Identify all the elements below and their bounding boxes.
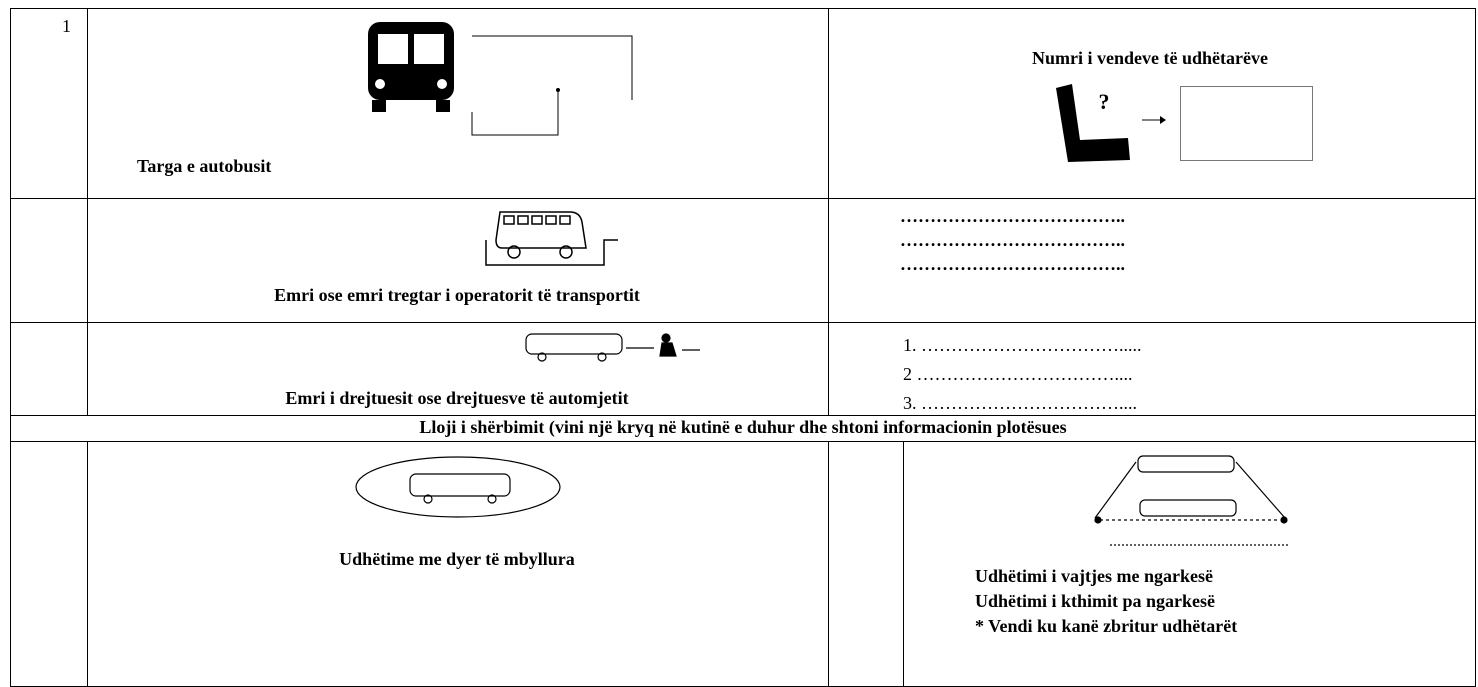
field-label: * Vendi ku kanë zbritur udhëtarët <box>975 616 1237 636</box>
dotted-line: ……………………………….. <box>900 254 1125 274</box>
field-label: Emri ose emri tregtar i operatorit të tr… <box>274 285 640 305</box>
row-number: 1 <box>62 16 71 36</box>
dotted-line: ……………………………….. <box>900 206 1125 226</box>
bus-driver-icon <box>525 333 700 362</box>
field-label: Emri i drejtuesit ose drejtuesve të auto… <box>285 388 628 408</box>
dotted-line: 2 …………………………….... <box>903 364 1133 384</box>
closed-door-icon <box>355 456 561 518</box>
round-trip-icon <box>1094 455 1290 546</box>
field-label: Udhëtimi i vajtjes me ngarkesë <box>975 566 1213 586</box>
seat-icon <box>1056 84 1313 162</box>
icon-text: ? <box>1099 89 1110 114</box>
field-label: Udhëtimi i kthimit pa ngarkesë <box>975 591 1215 611</box>
field-label: Targa e autobusit <box>137 156 271 176</box>
dotted-line: ……………………………….. <box>900 230 1125 250</box>
section-header: Lloji i shërbimit (vini një kryq në kuti… <box>419 417 1066 438</box>
field-label: Udhëtime me dyer të mbyllura <box>339 549 575 569</box>
dotted-line: 3. …………………………….... <box>903 393 1137 413</box>
table-borders <box>10 8 1476 687</box>
bus-front-icon <box>368 22 633 136</box>
dotted-line: 1. ……………………………..... <box>903 335 1142 355</box>
field-label: Numri i vendeve të udhëtarëve <box>1032 48 1268 68</box>
bus-side-icon <box>485 211 618 266</box>
border <box>10 8 1476 687</box>
